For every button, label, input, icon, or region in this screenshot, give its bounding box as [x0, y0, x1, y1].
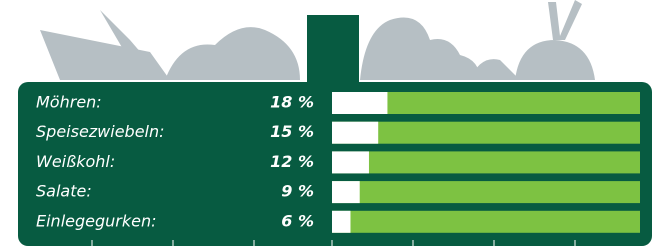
value-label: 18 %	[270, 93, 314, 112]
value-label: 15 %	[270, 122, 314, 141]
bar-track	[332, 151, 640, 173]
category-label: Weißkohl:	[36, 152, 115, 171]
bar	[332, 151, 369, 173]
bar-track	[332, 211, 640, 233]
chart: Möhren: 18 % Speisezwiebeln: 15 % Weißkohl: 1…	[0, 0, 652, 246]
category-label: Einlegegurken:	[36, 211, 157, 230]
bar	[332, 181, 360, 203]
value-label: 9 %	[281, 182, 314, 201]
bar	[332, 122, 378, 144]
bar	[332, 92, 387, 114]
category-label: Speisezwiebeln:	[36, 122, 165, 141]
category-label: Salate:	[36, 182, 92, 201]
bar	[332, 211, 350, 233]
bar-track	[332, 181, 640, 203]
value-label: 12 %	[270, 152, 314, 171]
value-label: 6 %	[281, 211, 314, 230]
category-label: Möhren:	[36, 93, 102, 112]
